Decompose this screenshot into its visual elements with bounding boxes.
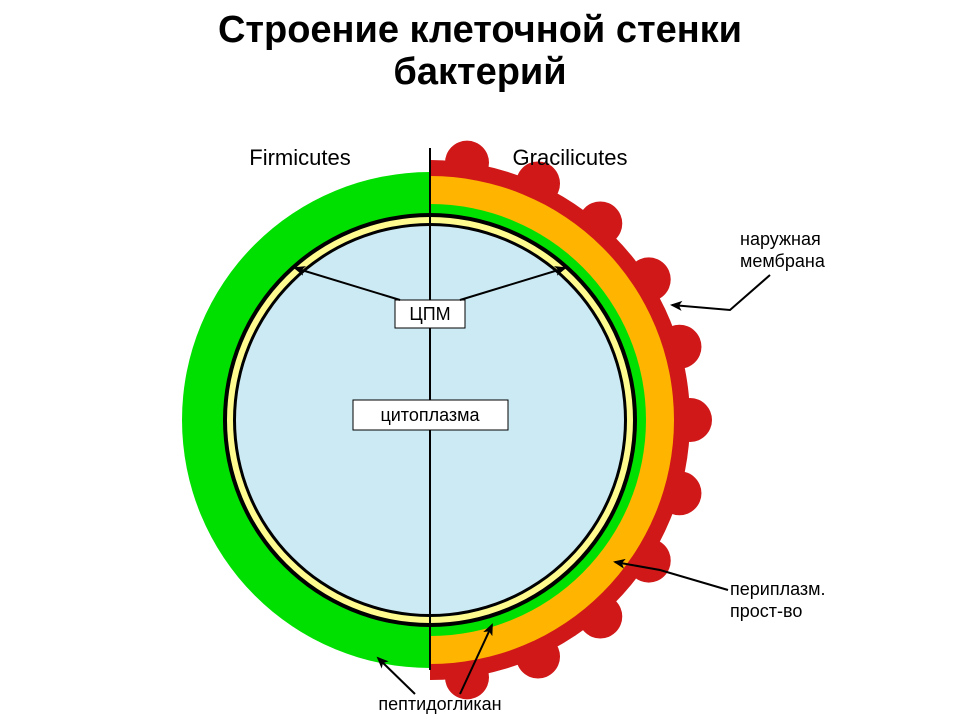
outer-membrane-label-l1: наружная [740,229,821,249]
cytoplasm-label: цитоплазма [380,405,480,425]
outer-membrane-label-l2: мембрана [740,251,826,271]
periplasm-label-l1: периплазм. [730,579,826,599]
cpm-label: ЦПМ [409,304,450,324]
header-gracilicutes: Gracilicutes [513,145,628,170]
outer-membrane-arrow [672,275,770,310]
periplasm-label-l2: прост-во [730,601,802,621]
header-firmicutes: Firmicutes [249,145,350,170]
cell-wall-diagram: Firmicutes Gracilicutes ЦПМ цитоплазма н… [0,0,960,720]
peptidoglycan-label: пептидогликан [378,694,501,714]
